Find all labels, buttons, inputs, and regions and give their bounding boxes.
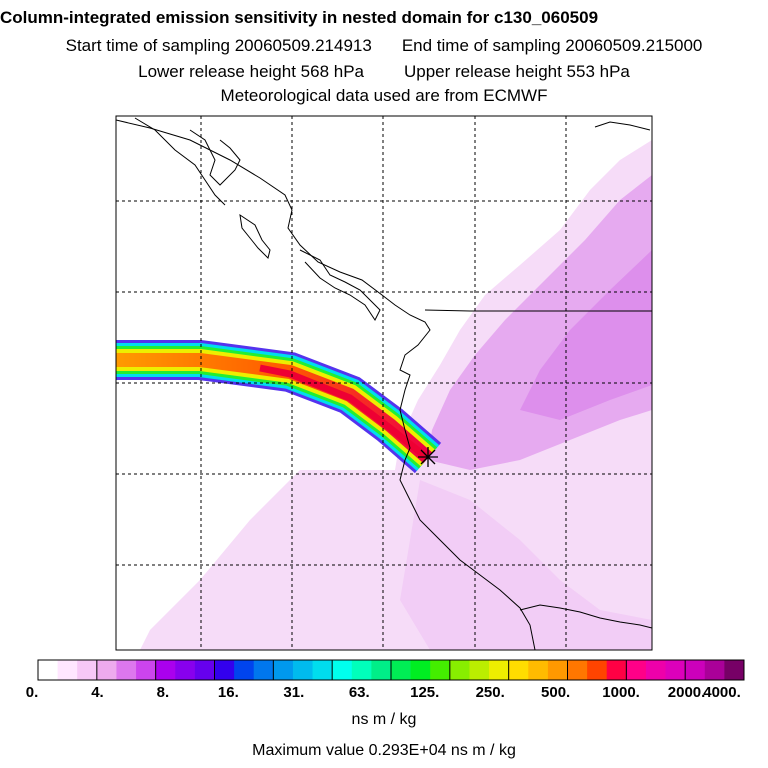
- colorbar-cell: [665, 660, 686, 680]
- colorbar-cell: [587, 660, 608, 680]
- map-title: Column-integrated emission sensitivity i…: [0, 8, 599, 27]
- sampling-times: Start time of sampling 20060509.214913 En…: [0, 36, 768, 56]
- upper-release-label: Upper release height 553 hPa: [404, 62, 630, 81]
- colorbar-cell: [489, 660, 510, 680]
- colorbar-cell: [96, 660, 117, 680]
- colorbar-cell: [292, 660, 314, 680]
- colorbar-cell: [253, 660, 274, 680]
- colorbar-cell: [273, 660, 294, 680]
- colorbar-cell: [606, 660, 627, 680]
- colorbar-cell: [645, 660, 667, 680]
- colorbar-cell: [332, 660, 353, 680]
- colorbar-cell: [410, 660, 431, 680]
- colorbar-tick-label: 2000.: [667, 684, 706, 701]
- mid-sensitivity-patch: [520, 250, 652, 420]
- colorbar-cell: [430, 660, 451, 680]
- colorbar-frame: [37, 659, 745, 681]
- met-data-label: Meteorological data used are from ECMWF: [220, 86, 548, 105]
- colorbar-cell: [194, 660, 215, 680]
- colorbar-cell: [312, 660, 333, 680]
- colorbar-cell: [704, 660, 725, 680]
- map-frame: [115, 115, 653, 651]
- colorbar-cell: [567, 660, 588, 680]
- colorbar-cell: [391, 660, 412, 680]
- low-sensitivity-area: [140, 140, 652, 650]
- colorbar-cell: [724, 660, 745, 680]
- colorbar-cell: [234, 660, 255, 680]
- lower-release-label: Lower release height 568 hPa: [138, 62, 364, 81]
- colorbar-cell: [626, 660, 647, 680]
- colorbar-cell: [116, 660, 137, 680]
- colorbar-cell: [175, 660, 196, 680]
- colorbar-cell: [57, 660, 78, 680]
- colorbar-cell: [136, 660, 157, 680]
- colorbar-cell: [449, 660, 470, 680]
- colorbar-units: ns m / kg: [351, 711, 417, 728]
- colorbar-cell: [528, 660, 549, 680]
- colorbar-cell: [371, 660, 392, 680]
- colorbar-tick-label: 16.: [217, 684, 239, 701]
- colorbar-tick-label: 500.: [541, 684, 571, 701]
- start-time-label: Start time of sampling 20060509.214913: [65, 36, 372, 55]
- colorbar-cell: [38, 660, 59, 680]
- colorbar-cell: [214, 660, 235, 680]
- release-heights: Lower release height 568 hPa Upper releas…: [0, 62, 768, 82]
- colorbar-cell: [351, 660, 372, 680]
- border-line: [424, 309, 652, 312]
- coastlines: [116, 117, 652, 650]
- colorbar-tick-label: 31.: [283, 684, 305, 701]
- colorbar-cell: [685, 660, 706, 680]
- colorbar-tick-label: 4000.: [703, 684, 741, 701]
- colorbar-tick-label: 63.: [348, 684, 370, 701]
- colorbar-cell: [508, 660, 529, 680]
- colorbar-cell: [155, 660, 176, 680]
- colorbar-tick-label: 0.: [25, 684, 39, 701]
- colorbar-tick-label: 1000.: [602, 684, 640, 701]
- colorbar-tick-label: 8.: [156, 684, 170, 701]
- colorbar-cell: [547, 660, 568, 680]
- end-time-label: End time of sampling 20060509.215000: [401, 36, 703, 55]
- colorbar-tick-label: 250.: [475, 684, 505, 701]
- lat-lon-grid: [116, 116, 652, 650]
- colorbar-cell: [77, 660, 98, 680]
- colorbar-tick-label: 125.: [410, 684, 440, 701]
- plume-core: [259, 364, 429, 460]
- receptor-star-icon: [418, 447, 438, 467]
- colorbar-tick-label: 4.: [91, 684, 104, 701]
- maximum-value-label: Maximum value 0.293E+04 ns m / kg: [252, 742, 516, 759]
- colorbar-cell: [469, 660, 490, 680]
